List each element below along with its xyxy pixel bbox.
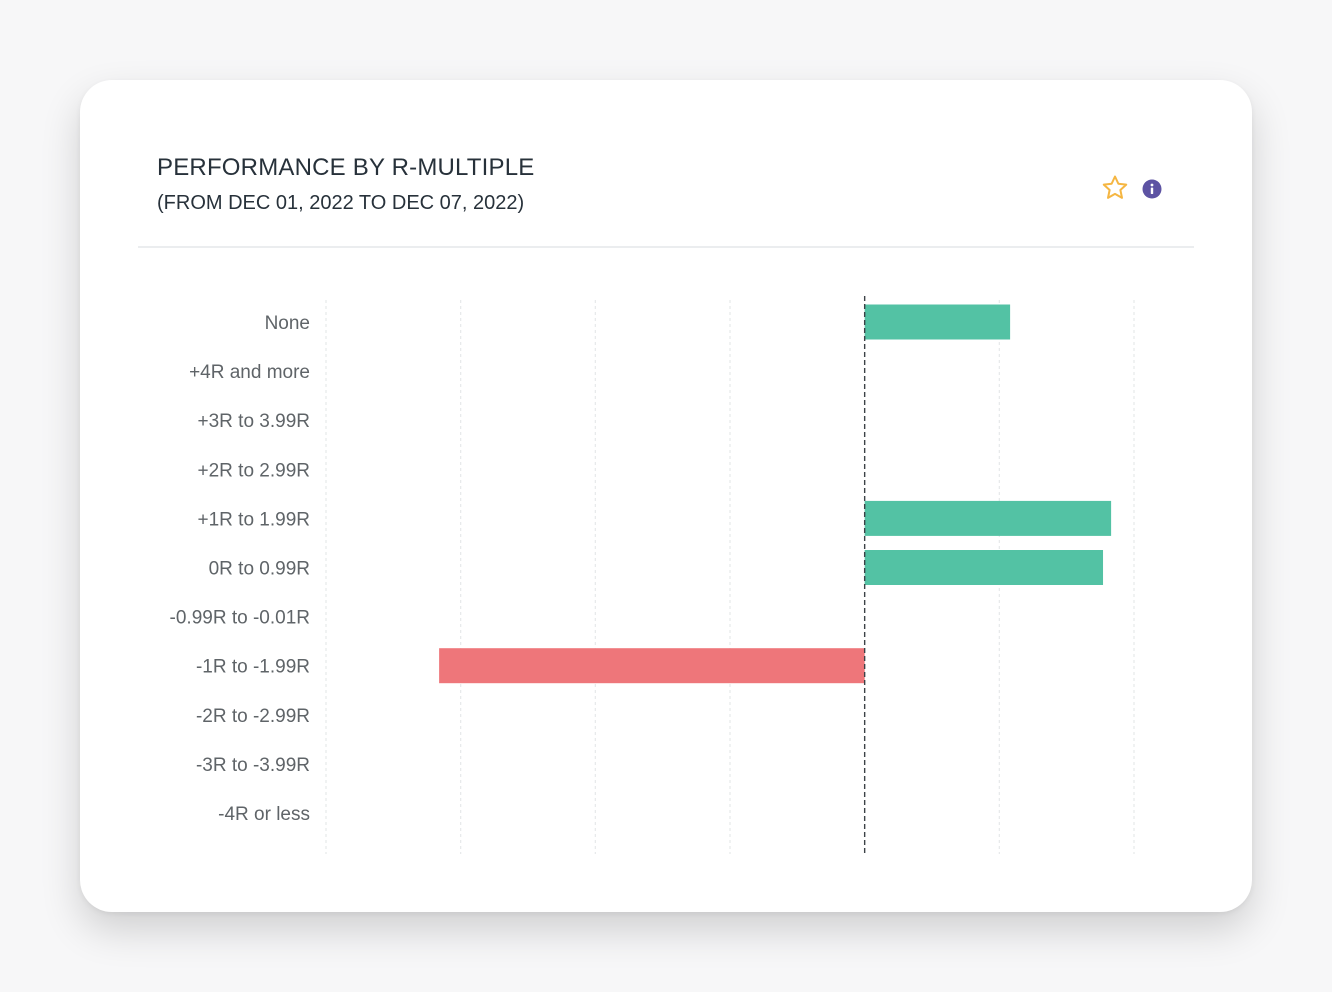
- category-label: +2R to 2.99R: [198, 460, 311, 481]
- star-icon[interactable]: [1100, 173, 1130, 203]
- r-multiple-bar-chart: None +4R and more +3R to 3.99R +2R to 2.99R…: [170, 296, 1135, 854]
- category-label: -3R to -3.99R: [196, 755, 310, 776]
- category-label: None: [265, 313, 310, 334]
- category-label: +4R and more: [189, 362, 310, 383]
- bar: [864, 550, 1104, 585]
- performance-card: PERFORMANCE BY R-MULTIPLE (FROM DEC 01, …: [80, 80, 1252, 912]
- category-label: +1R to 1.99R: [198, 509, 311, 530]
- header-divider: [138, 246, 1194, 248]
- category-label: 0R to 0.99R: [209, 559, 310, 580]
- chart-title: PERFORMANCE BY R-MULTIPLE: [157, 154, 535, 181]
- bar: [864, 500, 1112, 536]
- category-label: +3R to 3.99R: [198, 411, 311, 432]
- info-icon[interactable]: [1142, 179, 1162, 199]
- category-label: -4R or less: [218, 804, 310, 825]
- chart-subtitle: (FROM DEC 01, 2022 TO DEC 07, 2022): [157, 192, 525, 214]
- category-label: -1R to -1.99R: [196, 657, 310, 678]
- category-label: -2R to -2.99R: [196, 706, 310, 727]
- category-label: -0.99R to -0.01R: [170, 608, 310, 629]
- bar: [864, 304, 1011, 340]
- bar: [439, 648, 865, 684]
